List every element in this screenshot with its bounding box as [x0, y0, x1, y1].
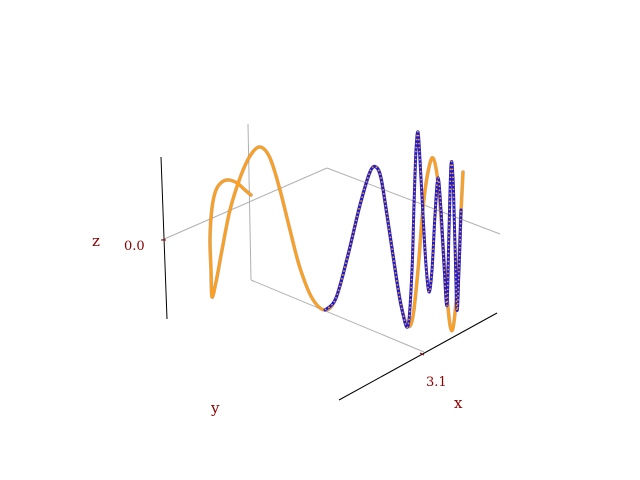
- y-axis-label: y: [210, 399, 220, 417]
- z-axis-line: [160, 156, 168, 320]
- x-axis-line: [338, 312, 498, 401]
- x-tick-mark: [419, 352, 425, 356]
- series-layer: [208, 130, 465, 333]
- box-edge: [250, 279, 425, 353]
- axes: [160, 156, 498, 401]
- x-tick-label: 3.1: [426, 375, 447, 390]
- box-edge: [161, 167, 328, 241]
- x-axis-label: x: [454, 394, 463, 412]
- series-line-1-dots: [324, 130, 462, 329]
- z-axis-label: z: [92, 232, 100, 250]
- tick-marks: [161, 239, 425, 356]
- z-tick-label: 0.0: [124, 239, 145, 254]
